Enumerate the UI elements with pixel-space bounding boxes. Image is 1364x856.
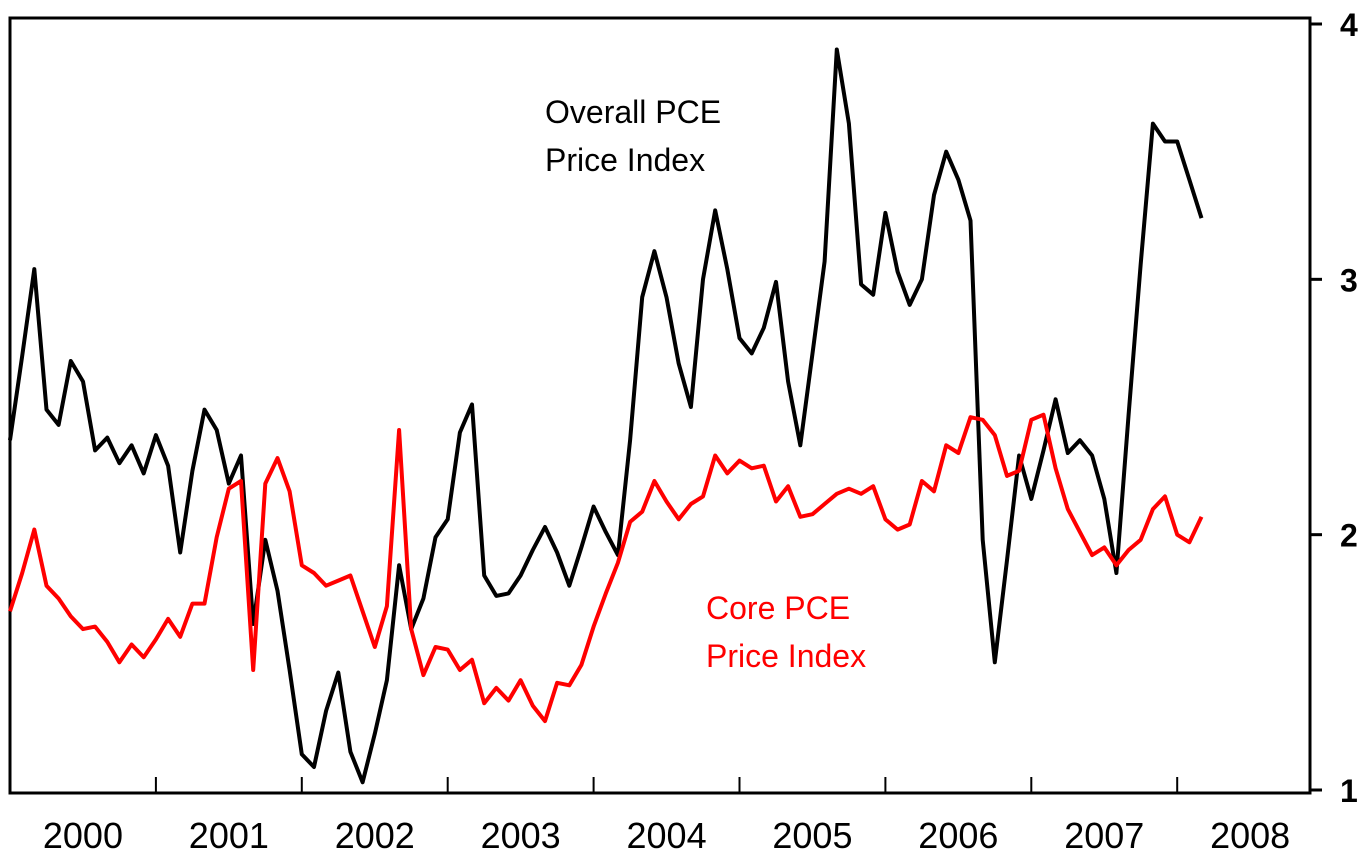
series-line xyxy=(8,412,1204,724)
x-tick-label: 2004 xyxy=(627,815,707,856)
x-tick-label: 2000 xyxy=(43,815,123,856)
x-tick-label: 2002 xyxy=(335,815,415,856)
y-tick-label: 3 xyxy=(1340,262,1358,298)
x-tick-label: 2001 xyxy=(189,815,269,856)
x-tick-label: 2003 xyxy=(481,815,561,856)
x-tick-label: 2007 xyxy=(1064,815,1144,856)
annotation: Core PCE xyxy=(706,590,850,626)
y-tick-label: 1 xyxy=(1340,773,1358,809)
annotation: Overall PCE xyxy=(545,94,721,130)
annotation: Price Index xyxy=(545,142,705,178)
x-tick-label: 2008 xyxy=(1210,815,1290,856)
x-tick-label: 2005 xyxy=(772,815,852,856)
x-tick-label: 2006 xyxy=(918,815,998,856)
plot-frame xyxy=(8,16,1312,795)
y-tick-label: 2 xyxy=(1340,518,1358,554)
series-line xyxy=(8,47,1204,785)
y-tick-label: 4 xyxy=(1340,7,1358,43)
annotation: Price Index xyxy=(706,638,866,674)
